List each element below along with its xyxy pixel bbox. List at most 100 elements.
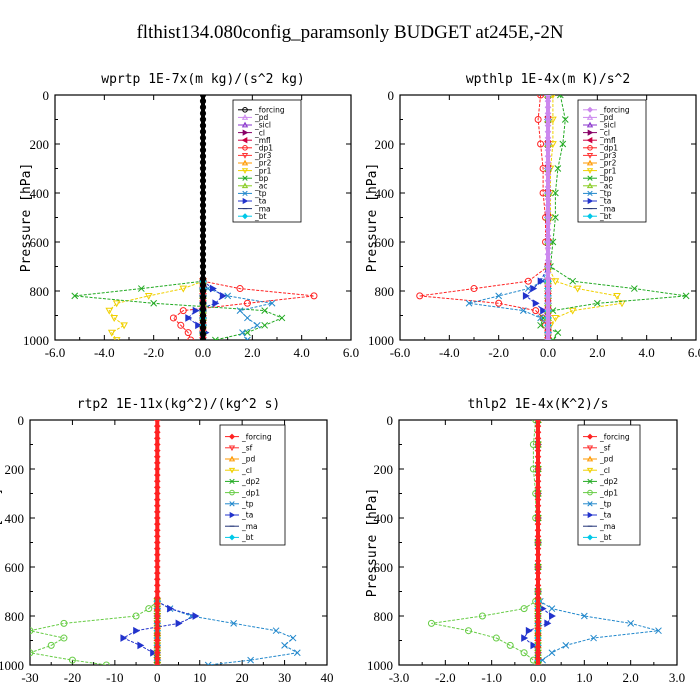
zero-marker [544,159,552,166]
zero-marker [199,220,207,227]
legend-label: _cl [599,466,610,475]
legend-item: _sicl [238,121,271,130]
y-tick-label: 600 [5,560,25,575]
legend-label: _dp1 [599,144,618,153]
legend-label: _ma [241,522,258,531]
legend-label: _pd [599,455,614,464]
data-point [244,336,251,340]
zero-marker [153,514,161,522]
zero-marker [153,649,161,657]
legend-item: _forcing [583,432,630,441]
legend-item: _ta [225,511,253,520]
series-line [202,280,273,340]
x-tick-label: -6.0 [45,345,66,360]
data-point [289,634,297,642]
zero-marker [199,110,207,117]
legend-item: _ma [583,204,616,213]
panel-title: wpthlp 1E-4x(m K)/s^2 [466,72,630,87]
zero-marker [153,643,161,650]
legend-label: _tp [254,189,267,198]
data-point [105,307,114,315]
x-tick-label: -10 [106,670,123,685]
data-point [272,627,280,635]
legend-label: _cl [241,466,252,475]
legend-item: _cl [238,128,265,137]
zero-marker [153,508,161,516]
legend-item: _pr2 [238,159,272,168]
zero-marker [534,563,542,571]
zero-marker [199,196,207,203]
zero-marker [199,95,207,99]
legend-item: _sf [583,444,611,453]
legend-item: _ma [225,522,258,531]
data-point [184,329,192,337]
zero-marker [544,152,552,160]
zero-marker [199,330,207,337]
zero-marker [534,600,542,608]
data-point [465,299,473,307]
data-point [590,634,597,642]
zero-marker [153,606,161,614]
data-point [219,292,227,300]
zero-marker [534,539,542,546]
legend-label: _bt [599,212,612,221]
x-tick-label: 20 [236,670,249,685]
series-bp [71,277,286,340]
zero-marker [544,263,552,270]
legend-item: _pr1 [238,166,272,175]
data-point [506,641,514,649]
legend-item: _tp [225,500,254,509]
legend-label: _sf [599,444,611,453]
y-tick-label: 400 [30,186,50,201]
data-point [537,321,544,329]
legend-item: _sicl [583,121,616,130]
data-point [211,336,219,340]
zero-marker [544,226,552,234]
zero-marker [544,122,552,129]
x-tick-label: -30 [21,670,38,685]
data-point [169,314,177,322]
data-point [107,329,116,337]
legend-item: _pd [225,455,256,464]
zero-marker [534,420,542,424]
data-point [519,307,527,314]
legend-label: _tp [599,189,612,198]
y-tick-label: 200 [375,137,395,152]
zero-marker [534,551,542,559]
data-point [569,277,577,285]
y-tick-label: 200 [5,462,25,477]
y-tick-label: 0 [387,413,394,428]
zero-marker [544,299,552,307]
data-point [530,284,538,293]
zero-stack [199,95,207,340]
zero-marker [544,146,552,154]
y-tick-label: 400 [374,511,394,526]
zero-marker [199,104,207,111]
zero-marker [534,453,542,461]
zero-marker [534,447,542,454]
zero-marker [534,649,542,657]
data-point [195,321,203,330]
zero-marker [534,661,542,665]
zero-marker [544,281,552,289]
y-axis-label: Pressure [hPa] [365,488,380,598]
series-line [172,280,315,340]
zero-stack [153,420,161,665]
y-tick-label: 1000 [0,658,24,673]
zero-marker [544,140,552,148]
zero-marker [153,420,161,424]
zero-marker [153,496,161,503]
legend: _forcing _sf _pd _cl _dp2 _dp1 _tp _ta _ma _bt [219,424,286,546]
legend-item: _pd [238,113,269,122]
zero-marker [199,122,207,129]
zero-marker [534,557,542,565]
zero-marker [153,612,161,620]
zero-marker [534,582,542,589]
zero-marker [544,171,552,178]
zero-marker [199,275,207,282]
zero-marker [534,490,542,497]
zero-marker [544,128,552,136]
legend-label: _dp2 [241,477,260,486]
data-point [132,612,140,620]
